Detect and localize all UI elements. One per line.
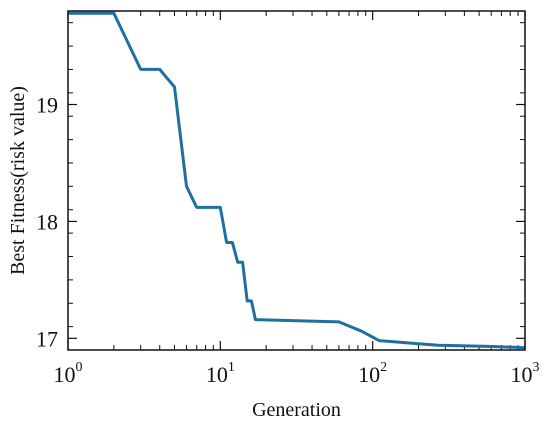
y-axis-ticks: [68, 22, 525, 351]
x-axis-tick-labels: 100 101 102 103: [54, 360, 540, 387]
x-axis-title: Generation: [252, 399, 341, 421]
y-axis-tick-labels: 17 18 19: [36, 93, 58, 352]
y-tick-label: 19: [36, 93, 58, 118]
x-tick-label: 103: [511, 360, 540, 387]
y-axis-title: Best Fitness(risk value): [7, 86, 29, 275]
y-tick-label: 17: [36, 326, 58, 351]
series-layer: [68, 11, 526, 350]
x-tick-label: 101: [206, 360, 235, 387]
x-tick-label: 100: [54, 360, 83, 387]
x-tick-label: 102: [358, 360, 387, 387]
y-tick-label: 18: [36, 209, 58, 234]
plot-frame: [67, 10, 526, 351]
series-line: [68, 11, 526, 350]
